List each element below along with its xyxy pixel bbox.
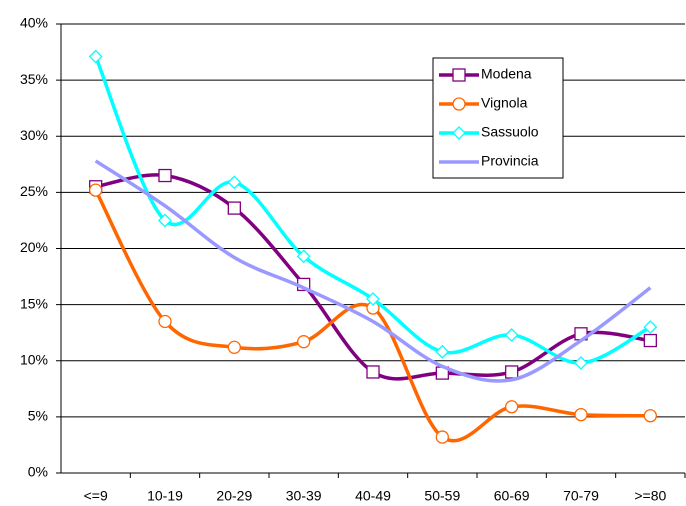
marker — [296, 249, 311, 264]
marker — [435, 344, 450, 359]
marker — [643, 333, 657, 348]
x-tick-label: 30-39 — [286, 488, 322, 504]
marker — [366, 365, 380, 379]
x-tick-label: 20-29 — [216, 488, 252, 504]
x-tick-label: >=80 — [634, 488, 666, 504]
marker — [452, 68, 466, 82]
marker — [158, 168, 172, 183]
marker — [227, 340, 241, 354]
marker — [227, 201, 241, 215]
marker — [88, 49, 103, 64]
legend-label: Vignola — [481, 95, 528, 111]
y-tick-label: 25% — [20, 183, 48, 199]
y-tick-label: 10% — [20, 351, 48, 367]
series — [89, 183, 657, 444]
x-tick-label: 40-49 — [355, 488, 391, 504]
x-tick-label: 10-19 — [147, 488, 183, 504]
series — [88, 49, 658, 370]
legend-label: Provincia — [481, 153, 539, 169]
marker — [452, 97, 466, 111]
marker — [227, 175, 242, 190]
marker — [574, 407, 588, 422]
marker — [435, 430, 449, 444]
y-tick-label: 40% — [20, 15, 48, 31]
x-tick-label: 70-79 — [563, 488, 599, 504]
x-tick-label: <=9 — [84, 488, 108, 504]
y-tick-label: 0% — [28, 464, 48, 480]
legend: Modena Vignola Sassuolo Provincia — [432, 57, 564, 179]
marker — [505, 400, 519, 414]
legend-label: Sassuolo — [481, 124, 539, 140]
series — [94, 159, 652, 383]
legend-label: Modena — [481, 66, 532, 82]
marker — [574, 356, 588, 370]
y-tick-label: 35% — [20, 71, 48, 87]
marker — [158, 213, 172, 228]
marker — [452, 126, 466, 140]
y-tick-label: 20% — [20, 239, 48, 255]
line — [94, 55, 652, 365]
y-tick-label: 30% — [20, 127, 48, 143]
marker — [297, 335, 311, 349]
marker — [158, 314, 172, 329]
marker — [643, 409, 657, 423]
marker — [89, 183, 103, 197]
marker — [643, 320, 658, 334]
x-tick-label: 50-59 — [424, 488, 460, 504]
y-tick-label: 15% — [20, 295, 48, 311]
marker — [505, 365, 519, 379]
x-tick-label: 60-69 — [494, 488, 530, 504]
line — [94, 159, 652, 383]
marker — [366, 292, 380, 306]
y-tick-label: 5% — [28, 408, 48, 424]
marker — [504, 328, 519, 342]
line — [94, 189, 651, 443]
